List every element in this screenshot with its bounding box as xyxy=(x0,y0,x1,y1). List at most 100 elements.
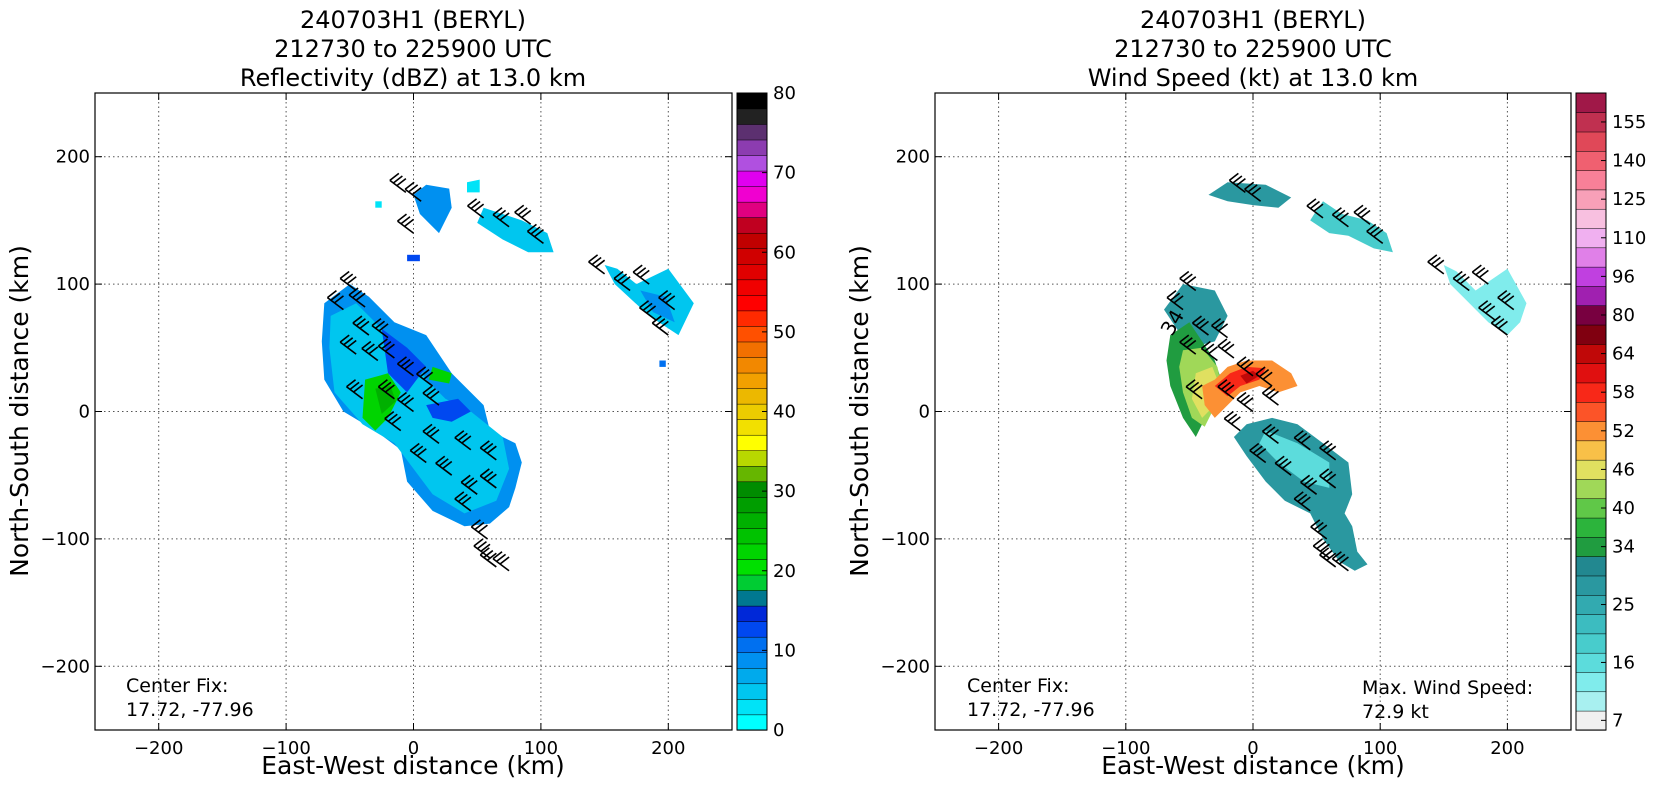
title-line-2: 212730 to 225900 UTC xyxy=(274,35,552,63)
wind-barb xyxy=(1228,172,1246,194)
wind-barb xyxy=(588,254,606,275)
colorbar-tick-label: 7 xyxy=(1612,710,1623,731)
colorbar-segment xyxy=(736,372,768,389)
y-tick-label: −100 xyxy=(41,529,90,550)
colorbar-segment xyxy=(1575,517,1607,538)
colorbar-tick-label: 16 xyxy=(1612,652,1635,673)
y-tick-label: −200 xyxy=(41,656,90,677)
data-region xyxy=(467,179,480,193)
colorbar-segment xyxy=(1575,556,1607,577)
title-line-2: 212730 to 225900 UTC xyxy=(1114,35,1392,63)
wind-barb xyxy=(1185,379,1203,400)
colorbar-segment xyxy=(1575,613,1607,635)
x-tick-label: −100 xyxy=(261,738,310,759)
wind-barb xyxy=(1353,204,1371,225)
y-tick-label: 100 xyxy=(896,274,930,295)
wind-barb xyxy=(1200,340,1218,362)
wind-barb xyxy=(397,356,415,377)
colorbar-segment xyxy=(736,652,768,669)
wind-barb xyxy=(470,519,488,540)
wind-barb xyxy=(1179,334,1197,355)
data-region xyxy=(329,303,510,514)
colorbar-tick-label: 64 xyxy=(1612,344,1635,365)
colorbar-segment xyxy=(736,434,768,451)
wind-speed-colorbar: 7 16 25 34 40 46 52 58 64 80 96 110 125 140 155 xyxy=(1575,92,1646,731)
wind-speed-field xyxy=(1164,182,1527,571)
reflectivity-field xyxy=(321,179,694,527)
wind-barb xyxy=(1427,254,1445,275)
reflectivity-colorbar: 0 10 20 30 40 50 60 70 80 xyxy=(736,83,796,741)
colorbar-tick-label: 20 xyxy=(773,561,796,582)
wind-barb xyxy=(1166,289,1184,311)
axis-ticks: −200 −100 0 100 200 −200 −100 0 100 200 xyxy=(41,93,732,759)
wind-barb xyxy=(1471,264,1489,285)
wind-barb xyxy=(454,491,472,512)
y-tick-label: −200 xyxy=(881,656,930,677)
colorbar-segment xyxy=(736,325,768,343)
x-tick-label: −200 xyxy=(974,738,1023,759)
wind-barb xyxy=(460,474,478,495)
wind-barb xyxy=(1497,289,1515,311)
colorbar-segment xyxy=(736,527,768,545)
colorbar-tick-label: 140 xyxy=(1612,151,1646,172)
wind-barb xyxy=(1274,455,1292,476)
x-tick-label: 0 xyxy=(408,738,419,759)
colorbar-segment xyxy=(1575,285,1607,306)
colorbar-segment xyxy=(736,481,768,498)
y-axis-label: North-South distance (km) xyxy=(845,245,874,577)
colorbar-segment xyxy=(736,714,768,731)
colorbar-segment xyxy=(1575,324,1607,345)
data-region xyxy=(1310,201,1393,253)
x-tick-label: 100 xyxy=(524,738,558,759)
colorbar-segment xyxy=(1575,401,1607,422)
wind-barb xyxy=(632,264,650,285)
colorbar-segment xyxy=(736,92,768,110)
colorbar-segment xyxy=(736,341,768,358)
wind-speed-panel: 240703H1 (BERYL) 212730 to 225900 UTC Wi… xyxy=(845,6,1646,780)
wind-barb xyxy=(1300,474,1318,495)
colorbar-tick-label: 40 xyxy=(1612,498,1635,519)
colorbar-tick-label: 58 xyxy=(1612,382,1635,403)
colorbar-segment xyxy=(736,248,768,265)
colorbar-segment xyxy=(1575,208,1607,229)
data-region xyxy=(413,184,452,234)
colorbar-segment xyxy=(1575,478,1607,500)
colorbar-segment xyxy=(736,605,768,622)
colorbar-segment xyxy=(736,589,768,607)
colorbar-tick-label: 96 xyxy=(1612,266,1635,287)
colorbar-tick-label: 52 xyxy=(1612,421,1635,442)
colorbar-segment xyxy=(1575,131,1607,152)
colorbar-segment xyxy=(1575,440,1607,461)
x-tick-label: −200 xyxy=(134,738,183,759)
axis-ticks: −200 −100 0 100 200 −200 −100 0 100 200 xyxy=(881,93,1571,759)
colorbar-segment xyxy=(736,543,768,560)
wind-barb xyxy=(479,468,497,489)
colorbar-tick-label: 0 xyxy=(773,720,784,741)
colorbar-segment xyxy=(736,683,768,700)
y-tick-label: 200 xyxy=(56,147,90,168)
title-line-3: Wind Speed (kt) at 13.0 km xyxy=(1088,64,1419,92)
wind-barb xyxy=(1310,519,1328,540)
title-line-3: Reflectivity (dBZ) at 13.0 km xyxy=(240,64,586,92)
data-region xyxy=(1208,182,1292,208)
data-region xyxy=(1240,370,1260,384)
x-tick-label: 200 xyxy=(651,738,685,759)
wind-barb xyxy=(422,385,440,406)
x-axis-label: East-West distance (km) xyxy=(261,751,565,780)
colorbar-segment xyxy=(1575,575,1607,596)
center-fix-label: Center Fix: xyxy=(967,675,1069,697)
data-region xyxy=(640,290,675,323)
colorbar-tick-label: 110 xyxy=(1612,228,1646,249)
wind-barb xyxy=(339,270,357,292)
wind-barb xyxy=(1179,270,1197,292)
y-tick-label: 0 xyxy=(919,402,930,423)
wind-barb xyxy=(1478,300,1496,321)
wind-barb xyxy=(492,207,510,228)
colorbar-segment xyxy=(736,620,768,638)
wind-barb xyxy=(526,223,544,244)
wind-barb xyxy=(651,315,669,336)
wind-barb xyxy=(416,366,434,387)
center-fix-value: 17.72, -77.96 xyxy=(967,699,1095,721)
wind-barb xyxy=(1211,317,1229,339)
